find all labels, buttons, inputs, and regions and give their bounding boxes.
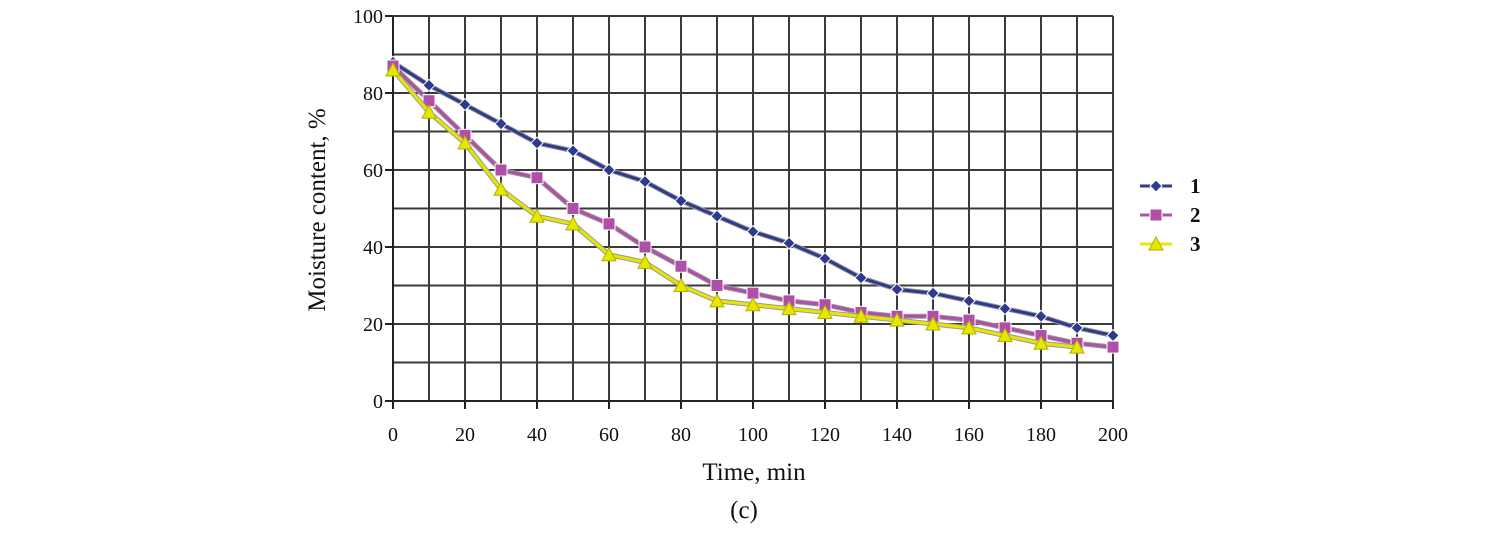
data-point	[457, 134, 473, 150]
grid	[392, 15, 1114, 402]
x-tick-label: 120	[810, 424, 840, 446]
y-tick-label: 20	[363, 314, 383, 336]
y-axis-label: Moisture content, %	[304, 108, 331, 311]
legend-marker	[1149, 208, 1163, 222]
data-point	[1034, 309, 1048, 324]
legend-label: 3	[1190, 232, 1201, 256]
data-point	[709, 292, 725, 308]
x-tick-label: 200	[1098, 424, 1128, 446]
x-tick-label: 180	[1026, 424, 1056, 446]
legend-item-3: 3	[1140, 232, 1201, 256]
data-point	[710, 279, 724, 292]
legend-label: 2	[1190, 203, 1201, 227]
data-point	[818, 251, 832, 266]
data-point	[998, 301, 1012, 316]
data-point	[926, 286, 940, 300]
legend-marker	[1148, 235, 1164, 251]
series-1	[386, 55, 1120, 343]
legend-marker	[1149, 179, 1163, 193]
y-tick-label: 0	[373, 391, 383, 413]
data-point	[530, 136, 544, 150]
data-point	[602, 163, 616, 177]
data-point	[565, 215, 581, 231]
data-point	[494, 163, 508, 177]
data-point	[566, 144, 580, 158]
x-tick-label: 40	[527, 424, 547, 446]
x-tick-labels: 0 20 40 60 80 100 120 140 160 180 200	[388, 424, 1128, 446]
x-tick-label: 20	[455, 424, 475, 446]
y-tick-label: 80	[363, 83, 383, 105]
series-2	[386, 59, 1120, 354]
data-point	[638, 240, 652, 254]
data-point	[674, 259, 688, 273]
data-point	[853, 308, 869, 323]
data-point	[1106, 340, 1120, 354]
x-tick-label: 60	[599, 424, 619, 446]
axes	[385, 15, 1114, 409]
y-tick-label: 100	[353, 6, 383, 28]
data-point	[385, 61, 401, 77]
data-point	[997, 327, 1013, 343]
data-point	[889, 312, 905, 327]
data-point	[1069, 339, 1085, 354]
y-tick-label: 40	[363, 237, 383, 259]
data-point	[961, 319, 977, 335]
data-point	[782, 236, 796, 250]
data-point	[422, 78, 436, 93]
data-point	[602, 217, 616, 231]
y-tick-label: 60	[363, 160, 383, 182]
data-point	[493, 181, 509, 196]
data-point	[781, 300, 797, 316]
data-point	[962, 294, 976, 308]
data-point	[925, 315, 941, 331]
data-point	[529, 208, 545, 223]
data-point	[745, 296, 761, 312]
data-point	[890, 282, 904, 297]
data-point	[530, 171, 544, 185]
data-point	[854, 271, 868, 285]
data-point	[1033, 335, 1049, 350]
data-point	[674, 194, 688, 208]
series-group	[385, 55, 1120, 354]
data-point	[601, 246, 617, 262]
x-tick-label: 100	[738, 424, 768, 446]
data-point	[566, 202, 580, 215]
y-tick-labels: 0 20 40 60 80 100	[353, 6, 383, 413]
data-point	[746, 224, 760, 239]
data-point	[1106, 328, 1120, 343]
data-point	[638, 174, 652, 189]
data-point	[637, 254, 653, 269]
figure-caption: (c)	[730, 497, 758, 524]
x-tick-label: 0	[388, 424, 398, 446]
legend-item-1: 1	[1140, 174, 1201, 198]
x-tick-label: 160	[954, 424, 984, 446]
x-axis-label: Time, min	[702, 459, 806, 486]
data-point	[494, 117, 508, 131]
data-point	[421, 104, 437, 119]
x-tick-label: 80	[671, 424, 691, 446]
legend-item-2: 2	[1140, 203, 1201, 227]
series-3	[385, 61, 1085, 354]
legend: 1 2 3	[1140, 174, 1201, 256]
data-point	[673, 277, 689, 292]
data-point	[458, 97, 472, 112]
data-point	[817, 304, 833, 319]
x-tick-label: 140	[882, 424, 912, 446]
data-point	[710, 209, 724, 223]
legend-label: 1	[1190, 174, 1201, 198]
data-point	[1070, 321, 1084, 335]
